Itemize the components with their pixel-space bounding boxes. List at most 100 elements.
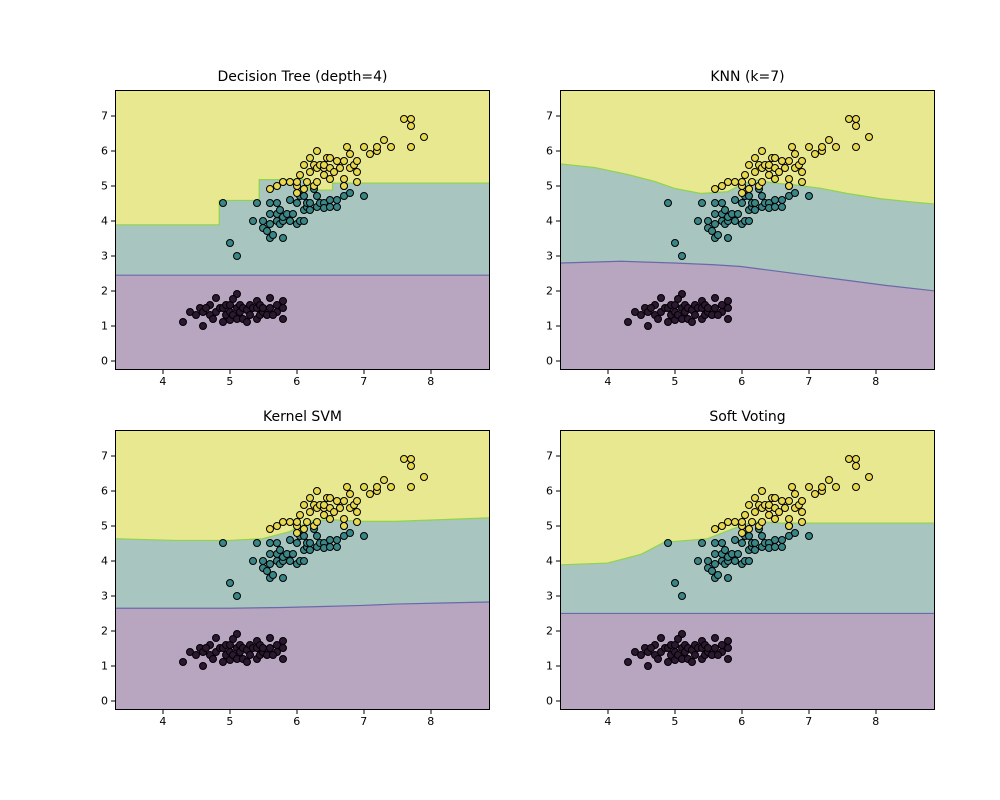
panel-title: KNN (k=7) [561,69,934,85]
scatter-point [199,662,207,670]
scatter-point [340,515,348,523]
ytick-label: 2 [546,284,553,297]
scatter-point [852,483,860,491]
xtick-label: 4 [604,375,611,388]
scatter-point [340,182,348,190]
scatter-point [778,203,786,211]
scatter-point [269,651,277,659]
scatter-point [852,122,860,130]
xtick-label: 5 [671,375,678,388]
scatter-point [825,136,833,144]
scatter-point [694,217,702,225]
scatter-point [209,315,217,323]
scatter-point [346,490,354,498]
scatter-point [714,651,722,659]
plot-area [561,431,934,709]
scatter-point [852,115,860,123]
ytick-label: 5 [101,519,108,532]
scatter-point [346,189,354,197]
scatter-point [771,515,779,523]
ytick-label: 2 [546,624,553,637]
xtick-label: 6 [738,715,745,728]
scatter-point [781,504,789,512]
scatter-point [407,122,415,130]
scatter-point [741,171,749,179]
scatter-point [360,532,368,540]
scatter-point [758,518,766,526]
ytick-label: 0 [546,694,553,707]
scatter-point [387,143,395,151]
scatter-point [664,199,672,207]
scatter-point [340,522,348,530]
scatter-point [243,658,251,666]
scatter-point [745,185,753,193]
ytick-label: 5 [546,179,553,192]
scatter-point [336,164,344,172]
scatter-point [758,487,766,495]
scatter-point [781,164,789,172]
scatter-point [420,133,428,141]
panel-tl: Decision Tree (depth=4)0123456745678 [115,90,490,370]
ytick-label: 4 [546,554,553,567]
scatter-point [711,634,719,642]
scatter-point [353,178,361,186]
scatter-point [353,168,361,176]
scatter-point [269,571,277,579]
decision-regions [116,91,489,369]
ytick-label: 1 [546,319,553,332]
xtick-label: 8 [427,715,434,728]
scatter-point [688,658,696,666]
ytick-label: 6 [101,144,108,157]
scatter-point [798,497,806,505]
ytick-label: 0 [101,694,108,707]
xtick-label: 7 [360,715,367,728]
decision-regions [116,431,489,709]
scatter-point [664,539,672,547]
scatter-point [644,662,652,670]
scatter-point [678,592,686,600]
scatter-point [226,579,234,587]
scatter-point [694,557,702,565]
scatter-point [734,210,742,218]
ytick-label: 5 [101,179,108,192]
scatter-point [724,644,732,652]
xtick-label: 7 [805,715,812,728]
ytick-label: 4 [546,214,553,227]
figure: Decision Tree (depth=4)0123456745678 KNN … [0,0,1000,800]
ytick-label: 7 [546,449,553,462]
scatter-point [179,658,187,666]
scatter-point [644,322,652,330]
scatter-point [279,315,287,323]
scatter-point [791,150,799,158]
scatter-point [741,511,749,519]
ytick-label: 3 [546,249,553,262]
ytick-label: 1 [546,659,553,672]
scatter-point [724,637,732,645]
scatter-point [293,539,301,547]
scatter-point [219,539,227,547]
scatter-point [791,529,799,537]
scatter-point [778,543,786,551]
scatter-point [624,658,632,666]
xtick-label: 6 [293,715,300,728]
panel-bl: Kernel SVM0123456745678 [115,430,490,710]
ytick-label: 3 [101,249,108,262]
scatter-point [674,295,682,303]
ytick-label: 7 [101,449,108,462]
scatter-point [738,518,746,526]
scatter-point [647,644,655,652]
decision-regions [561,91,934,369]
scatter-point [212,294,220,302]
scatter-point [229,635,237,643]
scatter-point [805,192,813,200]
scatter-point [233,252,241,260]
scatter-point [714,571,722,579]
panel-br: Soft Voting0123456745678 [560,430,935,710]
scatter-point [852,455,860,463]
scatter-point [798,178,806,186]
scatter-point [199,322,207,330]
scatter-point [346,150,354,158]
scatter-point [758,178,766,186]
xtick-label: 4 [159,715,166,728]
scatter-point [654,315,662,323]
